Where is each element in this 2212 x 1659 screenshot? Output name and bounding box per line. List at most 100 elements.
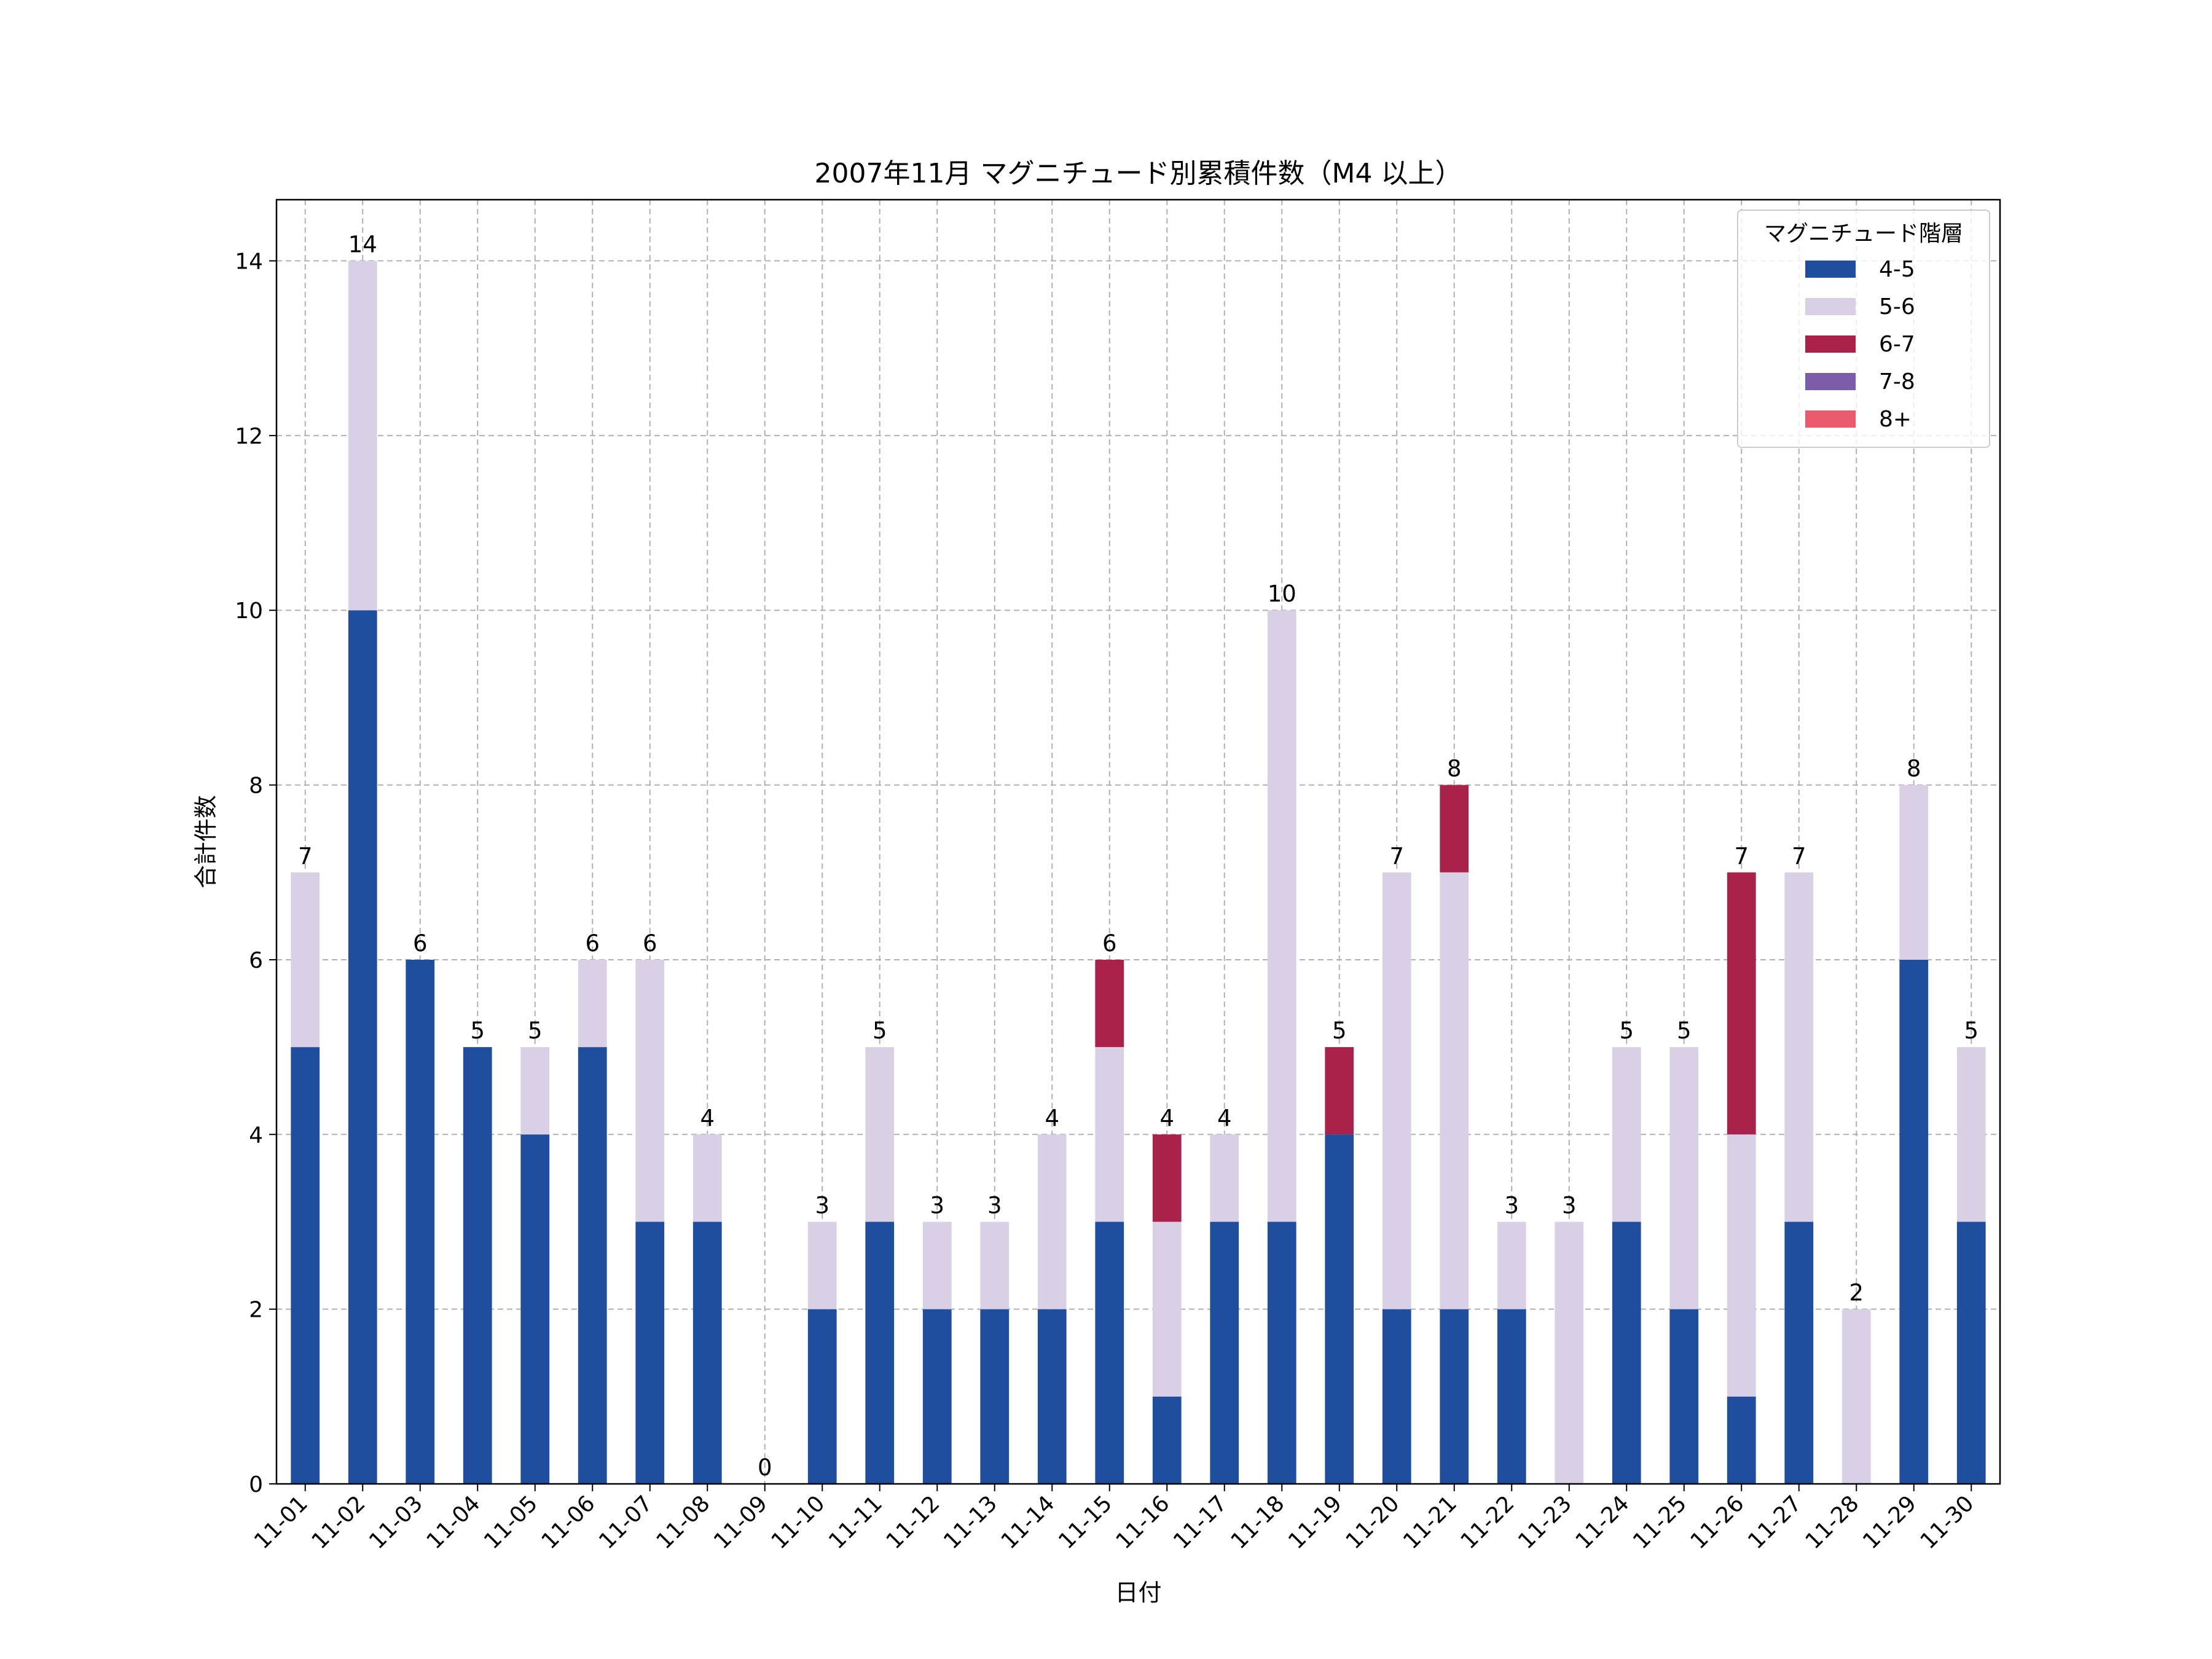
data-label: 14 [348, 232, 377, 258]
y-tick-label: 0 [249, 1472, 263, 1497]
data-label: 4 [700, 1105, 715, 1131]
legend: マグニチュード階層 4-5 5-6 6-7 7-8 8+ [1737, 210, 1990, 448]
y-tick-label: 8 [249, 774, 263, 799]
bar-segment [1440, 785, 1469, 873]
bar-segment [1956, 1047, 1986, 1222]
bar-segment [980, 1222, 1010, 1309]
bar-segment [1152, 1222, 1182, 1397]
data-label: 7 [1734, 843, 1749, 869]
bar-segment [1612, 1047, 1641, 1222]
bar-segment [1382, 1309, 1411, 1484]
data-label: 4 [1217, 1105, 1232, 1131]
bar-segment [1612, 1222, 1641, 1484]
bar-segment [1152, 1134, 1182, 1222]
bar-segment [348, 261, 377, 611]
y-tick-label: 6 [249, 948, 263, 973]
legend-label: 7-8 [1879, 369, 1915, 394]
legend-swatch [1805, 261, 1856, 278]
bar-segment [1210, 1222, 1239, 1484]
bar-segment [980, 1309, 1010, 1484]
data-label: 3 [815, 1192, 830, 1218]
bar-segment [291, 872, 320, 1048]
bar-segment [1784, 1222, 1814, 1484]
y-tick-label: 4 [249, 1123, 263, 1148]
bar-segment [1669, 1309, 1699, 1484]
bar-segment [1037, 1309, 1067, 1484]
bar-segment [1267, 1222, 1296, 1484]
plot-frame [275, 198, 2001, 1485]
data-label: 5 [1677, 1018, 1692, 1044]
bars [291, 261, 1986, 1484]
bar-segment [1440, 872, 1469, 1309]
bar-segment [1727, 1134, 1756, 1397]
data-label: 7 [298, 843, 313, 869]
bar-segment [1095, 959, 1124, 1048]
bar-segment [1152, 1396, 1182, 1484]
data-labels: 7 14 6 5 5 6 6 4 0 3 5 3 3 4 6 4 4 10 5 7 8 3 3 5 5 7 7 2 8 5 [298, 232, 1979, 1481]
data-label: 3 [987, 1192, 1002, 1218]
legend-entries: 4-5 5-6 6-7 7-8 8+ [1805, 257, 1915, 432]
legend-swatch [1805, 298, 1856, 315]
data-label: 5 [1619, 1018, 1634, 1044]
data-label: 3 [1562, 1192, 1577, 1218]
x-axis-label: 日付 [1115, 1579, 1161, 1606]
y-tick-label: 2 [249, 1298, 263, 1323]
bar-segment [1325, 1134, 1354, 1484]
data-label: 6 [585, 930, 600, 957]
data-label: 8 [1447, 756, 1462, 782]
y-axis: 0 2 4 6 8 10 12 14 [235, 249, 276, 1497]
data-label: 2 [1849, 1280, 1864, 1306]
bar-segment [922, 1222, 952, 1309]
bar-segment [1325, 1047, 1354, 1135]
bar-segment [463, 1047, 492, 1484]
chart-title: 2007年11月 マグニチュード別累積件数（M4 以上） [815, 158, 1462, 189]
data-label: 4 [1045, 1105, 1059, 1131]
legend-swatch [1805, 410, 1856, 428]
data-label: 5 [873, 1018, 887, 1044]
data-label: 3 [930, 1192, 944, 1218]
y-tick-label: 10 [235, 598, 263, 624]
data-label: 5 [470, 1018, 485, 1044]
data-label: 6 [1102, 930, 1117, 957]
bar-segment [692, 1222, 722, 1484]
bar-segment [692, 1134, 722, 1222]
bar-segment [1267, 610, 1296, 1222]
data-label: 4 [1159, 1105, 1174, 1131]
data-label: 10 [1268, 581, 1296, 607]
bar-segment [348, 610, 377, 1484]
bar-segment [807, 1222, 837, 1309]
legend-box [1737, 210, 1990, 448]
bar-segment [865, 1222, 895, 1484]
bar-segment [1497, 1222, 1526, 1309]
bar-segment [1727, 872, 1756, 1135]
bar-segment [1899, 785, 1929, 960]
bar-segment [1210, 1134, 1239, 1222]
data-label: 5 [1964, 1018, 1979, 1044]
bar-segment [1727, 1396, 1756, 1484]
bar-segment [1841, 1309, 1871, 1484]
bar-segment [1784, 872, 1814, 1222]
y-tick-label: 14 [235, 249, 263, 275]
bar-segment [635, 959, 665, 1222]
legend-title: マグニチュード階層 [1764, 221, 1963, 246]
bar-segment [1497, 1309, 1526, 1484]
data-label: 7 [1792, 843, 1806, 869]
legend-label: 6-7 [1879, 332, 1915, 357]
bar-segment [807, 1309, 837, 1484]
legend-label: 5-6 [1879, 294, 1915, 320]
legend-swatch [1805, 335, 1856, 353]
bar-segment [922, 1309, 952, 1484]
bar-segment [1899, 959, 1929, 1484]
data-label: 5 [1332, 1018, 1347, 1044]
bar-segment [1669, 1047, 1699, 1309]
data-label: 5 [528, 1018, 543, 1044]
bar-segment [1095, 1222, 1124, 1484]
bar-segment [1037, 1134, 1067, 1309]
legend-swatch [1805, 373, 1856, 390]
bar-segment [635, 1222, 665, 1484]
legend-label: 8+ [1879, 407, 1912, 432]
data-label: 6 [643, 930, 657, 957]
y-tick-label: 12 [235, 424, 263, 449]
bar-segment [1555, 1222, 1584, 1484]
